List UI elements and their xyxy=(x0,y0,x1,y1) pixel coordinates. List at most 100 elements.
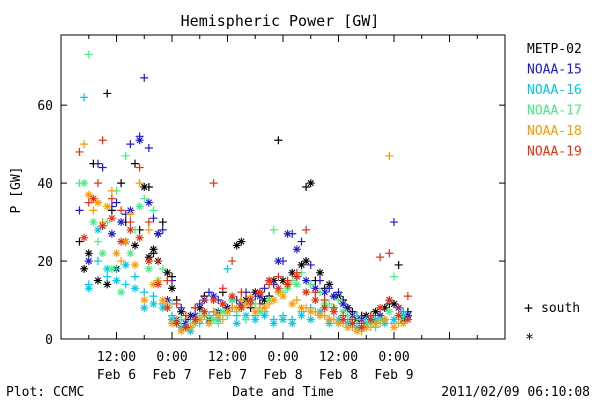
data-point-north xyxy=(366,315,375,324)
data-point-north xyxy=(399,319,408,328)
data-point-north xyxy=(186,323,195,332)
data-point-south xyxy=(112,198,121,207)
data-point-north xyxy=(269,319,278,328)
data-point-north xyxy=(237,237,246,246)
data-point-north xyxy=(121,260,130,269)
data-point-north xyxy=(103,264,112,273)
data-point-south xyxy=(158,225,167,234)
legend-entry-noaa-19: NOAA-19 xyxy=(527,145,582,160)
data-point-north xyxy=(209,296,218,305)
legend-entry-metp-02: METP-02 xyxy=(527,42,582,57)
data-point-south xyxy=(149,214,158,223)
data-point-south xyxy=(269,225,278,234)
data-point-south xyxy=(103,89,112,98)
data-point-north xyxy=(274,257,283,266)
data-point-south xyxy=(181,311,190,320)
data-point-north xyxy=(140,303,149,312)
data-point-north xyxy=(80,233,89,242)
data-point-north xyxy=(126,249,135,258)
data-point-south xyxy=(80,93,89,102)
y-axis: 0 20 40 60 xyxy=(37,99,505,348)
data-point-north xyxy=(149,299,158,308)
data-point-south xyxy=(385,151,394,160)
data-point-north xyxy=(348,319,357,328)
data-point-south xyxy=(117,206,126,215)
data-point-south xyxy=(135,163,144,172)
data-point-north xyxy=(223,307,232,316)
data-point-north xyxy=(232,303,241,312)
data-point-south xyxy=(218,315,227,324)
data-point-north xyxy=(274,284,283,293)
data-point-north xyxy=(357,323,366,332)
data-point-north xyxy=(200,307,209,316)
data-point-south xyxy=(292,296,301,305)
data-point-north xyxy=(297,303,306,312)
data-point-south xyxy=(237,288,246,297)
data-point-south xyxy=(149,292,158,301)
data-point-south xyxy=(223,264,232,273)
data-point-north xyxy=(385,296,394,305)
data-point-north xyxy=(251,315,260,324)
data-point-north xyxy=(80,264,89,273)
data-point-south xyxy=(154,257,163,266)
data-point-north xyxy=(121,237,130,246)
data-point-north xyxy=(158,296,167,305)
data-point-south xyxy=(126,218,135,227)
data-point-north xyxy=(191,315,200,324)
data-point-south xyxy=(306,280,315,289)
data-point-south xyxy=(297,237,306,246)
data-point-south xyxy=(242,315,250,324)
data-point-south xyxy=(98,163,107,172)
data-points xyxy=(75,50,412,336)
data-point-north xyxy=(131,260,139,269)
data-point-south xyxy=(403,292,412,301)
data-point-south xyxy=(121,280,130,289)
data-point-north xyxy=(107,214,116,223)
data-point-north xyxy=(149,245,158,254)
data-point-north xyxy=(209,315,218,324)
data-point-south xyxy=(390,218,398,227)
data-point-north xyxy=(371,319,380,328)
data-point-north xyxy=(144,257,153,266)
data-point-south xyxy=(107,194,116,203)
data-point-south xyxy=(195,299,204,308)
data-point-south xyxy=(237,296,246,305)
data-point-south xyxy=(274,136,283,145)
data-point-north xyxy=(107,264,116,273)
data-point-north xyxy=(260,311,269,320)
data-point-south xyxy=(80,140,89,149)
data-point-south xyxy=(140,288,149,297)
data-point-north xyxy=(168,319,176,328)
data-point-north xyxy=(380,303,389,312)
y-axis-label: P [GW] xyxy=(9,167,24,214)
data-point-south xyxy=(131,272,139,281)
data-point-south xyxy=(107,186,116,195)
data-point-south xyxy=(75,206,84,215)
data-point-south xyxy=(126,210,135,219)
data-point-north xyxy=(195,315,204,324)
data-point-south xyxy=(214,319,223,328)
data-point-north xyxy=(390,315,398,324)
data-point-north xyxy=(390,299,398,308)
data-point-south xyxy=(94,257,102,266)
data-point-north xyxy=(144,264,153,273)
data-point-north xyxy=(89,218,98,227)
data-point-north xyxy=(288,319,297,328)
data-point-north xyxy=(255,288,264,297)
data-point-north xyxy=(94,198,102,207)
data-point-north xyxy=(311,296,320,305)
data-point-south xyxy=(94,159,102,168)
data-point-south xyxy=(343,303,352,312)
data-point-south xyxy=(200,296,209,305)
data-point-south xyxy=(117,179,126,188)
data-point-south xyxy=(209,307,218,316)
plus-marker-symbol: + xyxy=(524,299,533,317)
series-noaa-19 xyxy=(75,136,412,332)
data-point-south xyxy=(385,249,394,258)
data-point-south xyxy=(260,284,269,293)
data-point-south xyxy=(140,194,149,203)
data-point-north xyxy=(214,311,223,320)
data-point-north xyxy=(154,280,163,289)
data-point-north xyxy=(94,276,102,285)
data-point-south xyxy=(325,284,334,293)
